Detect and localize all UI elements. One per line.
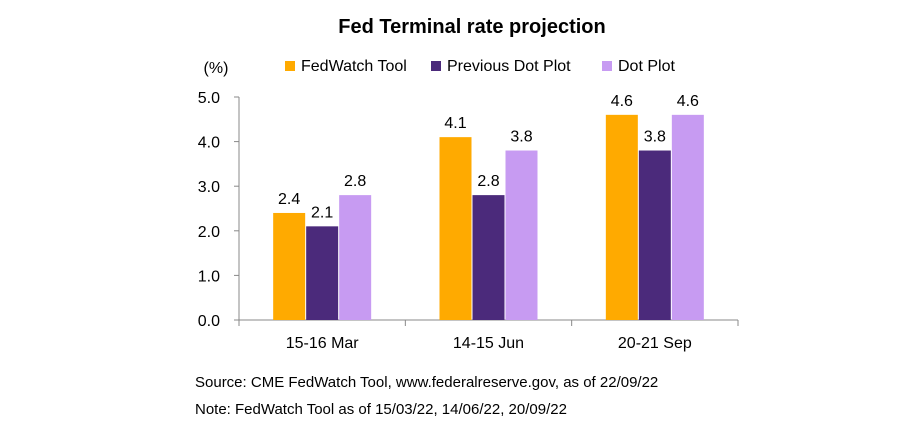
- legend-swatch: [285, 61, 295, 71]
- y-axis-unit-label: (%): [204, 60, 229, 77]
- y-tick-label: 5.0: [198, 90, 220, 107]
- legend-swatch: [431, 61, 441, 71]
- x-category-label: 20-21 Sep: [618, 335, 692, 352]
- data-label: 4.6: [611, 93, 633, 110]
- chart-title: Fed Terminal rate projection: [338, 16, 605, 38]
- bar: [472, 195, 505, 320]
- data-label: 3.8: [644, 129, 666, 146]
- y-tick-label: 3.0: [198, 179, 220, 196]
- bar: [638, 150, 671, 320]
- bar: [439, 137, 472, 320]
- axes: 0.0 1.0 2.0 3.0 4.0 5.0 15-16 Mar 14-15 Jun 20-2…: [198, 90, 739, 352]
- data-label: 2.8: [477, 173, 499, 190]
- y-tick-label: 4.0: [198, 135, 220, 152]
- bar: [339, 195, 372, 320]
- source-note: Source: CME FedWatch Tool, www.federalre…: [195, 374, 659, 391]
- legend-label: FedWatch Tool: [301, 58, 407, 75]
- y-tick-label: 1.0: [198, 268, 220, 285]
- data-label: 3.8: [510, 129, 532, 146]
- bar: [605, 114, 638, 320]
- bar: [505, 150, 538, 320]
- data-label: 2.4: [278, 191, 300, 208]
- legend-swatch: [602, 61, 612, 71]
- data-label: 2.8: [344, 173, 366, 190]
- legend-label: Previous Dot Plot: [447, 58, 571, 75]
- bars: 2.4 2.1 2.8 4.1 2.8 3.8 4.6 3.8 4.6: [273, 93, 704, 320]
- y-tick-label: 2.0: [198, 224, 220, 241]
- data-label: 4.6: [677, 93, 699, 110]
- legend: FedWatch Tool Previous Dot Plot Dot Plot: [285, 58, 675, 75]
- data-label: 2.1: [311, 204, 333, 221]
- bar: [671, 114, 704, 320]
- data-label: 4.1: [444, 115, 466, 132]
- y-tick-label: 0.0: [198, 313, 220, 330]
- legend-label: Dot Plot: [618, 58, 675, 75]
- x-category-label: 15-16 Mar: [286, 335, 360, 352]
- bar: [306, 226, 339, 320]
- x-category-label: 14-15 Jun: [453, 335, 524, 352]
- bar: [273, 212, 306, 320]
- date-note: Note: FedWatch Tool as of 15/03/22, 14/0…: [195, 401, 567, 418]
